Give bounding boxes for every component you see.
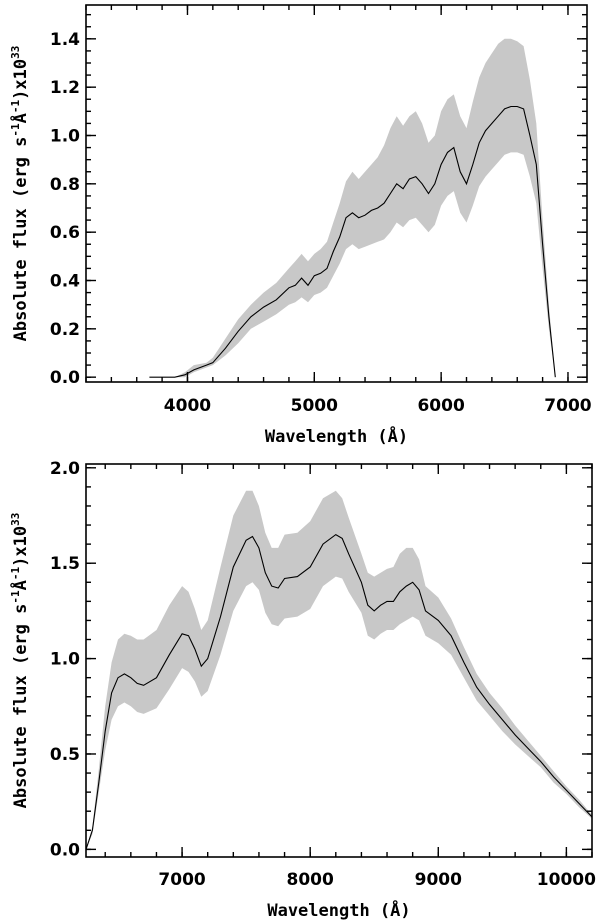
x-tick-label: 7000 (158, 870, 205, 890)
y-tick-label: 1.4 (50, 30, 80, 50)
y-tick-label: 1.2 (50, 78, 80, 98)
plot-frame (85, 4, 588, 383)
y-axis-label: Absolute flux (erg s-1Å-1)x1033 (8, 513, 31, 809)
x-tick-label: 9000 (415, 870, 462, 890)
mean-spectrum-line (149, 105, 556, 378)
top-spectrum-panel: 4000 5000 6000 7000 0.0 0.2 0.4 0.6 0.8 1.0 1.2 1.4… (8, 4, 592, 447)
y-tick-label: 0.5 (50, 745, 80, 765)
x-axis-label: Wavelength (Å) (267, 898, 410, 921)
y-tick-label: 1.5 (50, 554, 80, 574)
y-tick-label: 1.0 (50, 127, 80, 147)
y-tick-label: 0.2 (50, 320, 80, 340)
plot-frame (85, 463, 593, 858)
x-tick-label: 4000 (164, 396, 211, 416)
y-tick-label: 1.0 (50, 650, 80, 670)
y-tick-label: 0.8 (50, 175, 80, 195)
y-axis-label: Absolute flux (erg s-1Å-1)x1033 (8, 46, 31, 342)
bottom-spectrum-panel: 7000 8000 9000 10000 0.0 0.5 1.0 1.5 2.0 Waveleng… (8, 459, 596, 921)
x-tick-label: 8000 (287, 870, 334, 890)
x-tick-label: 5000 (291, 396, 338, 416)
x-tick-label: 7000 (544, 396, 591, 416)
y-tick-label: 0.6 (50, 223, 80, 243)
mean-spectrum-line (86, 533, 592, 850)
y-tick-label: 0.0 (50, 368, 80, 388)
y-tick-label: 0.0 (50, 840, 80, 860)
uncertainty-band (86, 490, 592, 850)
y-tick-label: 2.0 (50, 459, 80, 479)
y-tick-label: 0.4 (50, 272, 80, 292)
uncertainty-band (149, 38, 556, 378)
x-tick-label: 10000 (537, 870, 596, 890)
x-axis-label: Wavelength (Å) (265, 424, 408, 447)
x-tick-label: 6000 (417, 396, 464, 416)
